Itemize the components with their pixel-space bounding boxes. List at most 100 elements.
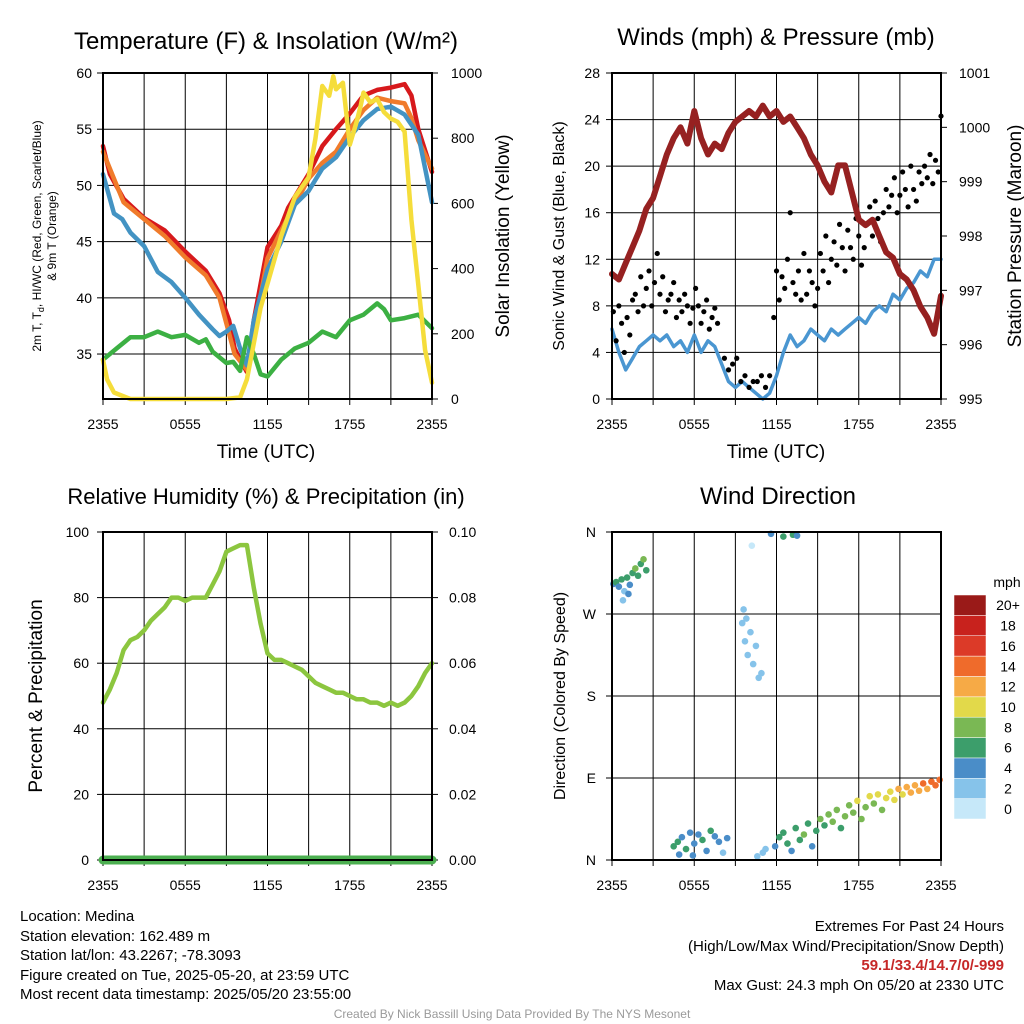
direction-point: [899, 791, 906, 798]
x-tick-label: 0555: [170, 416, 201, 432]
direction-point: [780, 829, 787, 836]
colorbar-swatch: [953, 757, 987, 779]
gust-point: [839, 245, 845, 251]
y-tick-label: 40: [76, 290, 92, 306]
x-tick-label: 2355: [596, 416, 627, 432]
direction-point: [740, 606, 747, 613]
gust-point: [673, 314, 680, 321]
gust-point: [836, 221, 843, 227]
direction-point: [780, 533, 787, 540]
created-label: Figure created on Tue, 2025-05-20, at 23…: [20, 966, 350, 984]
gust-point: [738, 378, 744, 385]
direction-point: [762, 845, 769, 853]
y2-tick-label: 1001: [959, 65, 990, 81]
direction-point: [699, 836, 706, 844]
y-tick-label: W: [583, 606, 597, 622]
gust-point: [660, 274, 666, 280]
latlon-label: Station lat/lon: 43.2267; -78.3093: [20, 947, 242, 964]
x-tick-label: 0555: [170, 877, 201, 893]
direction-point: [682, 845, 690, 853]
extremes-panel: Extremes For Past 24 Hours (High/Low/Max…: [688, 917, 1004, 995]
gust-point: [845, 227, 851, 233]
x-tick-label: 1755: [334, 416, 365, 432]
gust-point: [654, 250, 660, 257]
gust-point: [712, 305, 718, 311]
pressure-line: [609, 102, 944, 337]
y-tick-label: 28: [584, 65, 600, 81]
direction-point: [858, 815, 865, 823]
y2-tick-label: 800: [451, 130, 475, 146]
gust-point: [784, 256, 791, 262]
y2-tick-label: 0.02: [449, 786, 476, 802]
y2-tick-label: 997: [959, 282, 983, 298]
y-tick-label: E: [587, 770, 596, 786]
direction-point: [919, 780, 927, 787]
colorbar-swatch: [953, 594, 987, 616]
gust-point: [894, 210, 900, 216]
gust-point: [795, 268, 802, 274]
gust-point: [930, 181, 936, 187]
gust-point: [676, 297, 682, 303]
colorbar-swatch: [953, 778, 987, 799]
humidity-line: [100, 542, 435, 709]
direction-point: [615, 583, 623, 590]
direction-point: [747, 628, 754, 636]
y-tick-label: 8: [592, 298, 600, 314]
direction-point: [817, 815, 824, 823]
gust-point: [750, 378, 756, 385]
gust-point: [776, 297, 782, 303]
gust-point: [618, 320, 625, 326]
gust-point: [793, 291, 799, 297]
gust-point: [891, 175, 897, 181]
y2-tick-label: 0.06: [449, 655, 476, 671]
y-tick-label: 24: [584, 112, 600, 128]
direction-point: [758, 669, 765, 677]
direction-point: [625, 590, 632, 598]
gust-point: [693, 285, 699, 291]
direction-point: [723, 834, 731, 842]
x-tick-label: 1155: [252, 416, 282, 432]
direction-point: [837, 824, 845, 832]
colorbar-title: mph: [993, 574, 1020, 590]
y-tick-label: N: [586, 524, 596, 540]
gust-point: [842, 268, 848, 274]
plot-frame: [102, 531, 433, 861]
gust-point: [657, 291, 663, 297]
gust-point: [734, 355, 740, 361]
gust-point: [897, 192, 903, 198]
gust-point: [875, 215, 881, 222]
direction-point: [686, 829, 694, 836]
direction-point: [895, 785, 902, 793]
colorbar-label: 20+: [996, 597, 1020, 613]
gust-point: [908, 163, 914, 169]
x-tick-label: 2355: [925, 416, 956, 432]
gust-point: [916, 169, 922, 175]
gust-point: [709, 314, 715, 321]
credit-label: Created By Nick Bassill Using Data Provi…: [333, 1007, 691, 1021]
x-tick-label: 1155: [761, 416, 791, 432]
gust-point: [627, 332, 633, 338]
gust-point: [886, 204, 892, 210]
y2-tick-label: 998: [959, 228, 983, 244]
direction-point: [821, 822, 828, 829]
gust-point: [905, 204, 911, 210]
station-info: Location: Medina Station elevation: 162.…: [20, 907, 351, 1005]
y-tick-label: 100: [66, 524, 90, 540]
direction-point: [903, 783, 911, 791]
gust-point: [889, 192, 895, 198]
chart-title: Temperature (F) & Insolation (W/m²): [74, 28, 458, 55]
direction-point: [833, 806, 841, 814]
y2-tick-label: 0.04: [449, 721, 476, 737]
x-tick-label: 1755: [843, 877, 874, 893]
y2-tick-label: 996: [959, 337, 983, 353]
colorbar-label: 0: [1004, 801, 1012, 817]
direction-point: [882, 794, 890, 802]
y-tick-label: 16: [584, 205, 600, 221]
colorbar-swatch: [953, 635, 987, 657]
colorbar-label: 10: [1000, 699, 1016, 715]
direction-point: [841, 812, 849, 820]
direction-point: [632, 565, 639, 572]
gust-point: [742, 373, 748, 379]
